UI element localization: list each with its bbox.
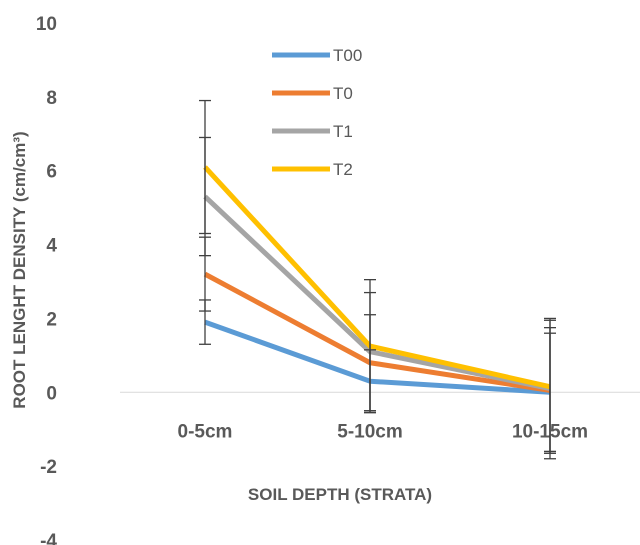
y-tick-label: 0 — [46, 383, 57, 404]
y-axis-ticks: -4 -2 0 2 4 6 8 10 — [36, 14, 58, 545]
y-tick-label: -4 — [40, 531, 57, 545]
error-bars — [199, 99, 556, 460]
y-tick-label: 8 — [46, 88, 57, 109]
series-lines — [203, 165, 551, 395]
y-axis-title: ROOT LENGHT DENSITY (cm/cm³) — [10, 131, 29, 408]
y-tick-label: 10 — [36, 14, 57, 35]
y-tick-label: 4 — [46, 236, 57, 257]
legend-label-t0: T0 — [333, 84, 353, 103]
x-axis-categories: 0-5cm 5-10cm 10-15cm — [178, 421, 588, 442]
x-category-label: 0-5cm — [178, 421, 233, 442]
legend-label-t1: T1 — [333, 122, 353, 141]
legend-label-t00: T00 — [333, 46, 362, 65]
x-axis-title: SOIL DEPTH (STRATA) — [248, 485, 432, 504]
legend: T00 T0 T1 T2 — [272, 46, 362, 179]
y-tick-label: -2 — [40, 457, 57, 478]
x-category-label: 5-10cm — [337, 421, 403, 442]
y-tick-label: 2 — [46, 309, 57, 330]
legend-label-t2: T2 — [333, 160, 353, 179]
y-tick-label: 6 — [46, 162, 57, 183]
